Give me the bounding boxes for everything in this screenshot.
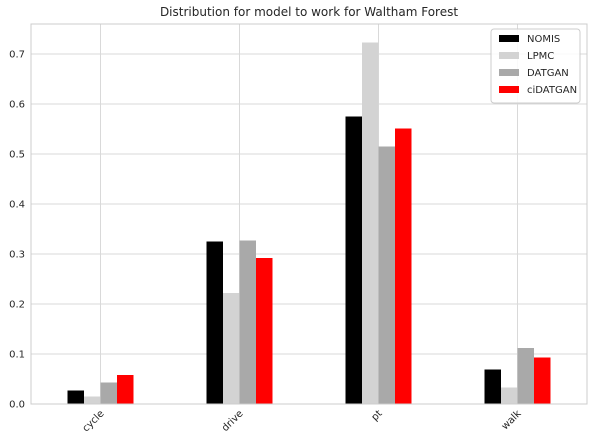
bar-cidatgan-walk — [534, 357, 551, 404]
legend-box — [490, 28, 581, 104]
y-tick-label: 0.5 — [9, 150, 25, 161]
legend-label: ciDATGAN — [527, 85, 577, 96]
y-tick-label: 0.2 — [9, 300, 25, 311]
bar-cidatgan-pt — [395, 128, 412, 404]
bar-nomis-cycle — [67, 390, 84, 404]
legend-swatch — [499, 35, 519, 42]
legend-label: LPMC — [527, 51, 554, 62]
legend-swatch — [499, 52, 519, 59]
bar-cidatgan-drive — [256, 258, 273, 404]
x-tick-label: walk — [500, 408, 524, 432]
x-tick-label: pt — [370, 408, 385, 423]
bar-nomis-walk — [484, 369, 501, 404]
bar-lpmc-pt — [362, 42, 379, 404]
legend-label: NOMIS — [527, 34, 560, 45]
bar-datgan-walk — [517, 348, 534, 404]
legend-swatch — [499, 69, 519, 76]
legend-label: DATGAN — [527, 68, 569, 79]
bars-group — [67, 42, 551, 404]
bar-lpmc-drive — [223, 293, 240, 404]
bar-lpmc-cycle — [84, 396, 101, 404]
chart-title: Distribution for model to work for Walth… — [160, 5, 458, 19]
bar-lpmc-walk — [501, 387, 518, 404]
x-tick-label: cycle — [81, 408, 107, 434]
y-tick-label: 0.4 — [9, 200, 25, 211]
legend-swatch — [499, 86, 519, 93]
legend: NOMIS LPMC DATGAN ciDATGAN — [490, 28, 581, 104]
y-tick-label: 0.1 — [9, 350, 25, 361]
bar-datgan-pt — [378, 146, 395, 404]
bar-cidatgan-cycle — [117, 375, 134, 404]
bar-nomis-drive — [206, 241, 223, 404]
y-tick-label: 0.7 — [9, 50, 25, 61]
bar-nomis-pt — [345, 116, 362, 404]
bar-datgan-drive — [239, 240, 256, 404]
x-tick-label: drive — [220, 408, 246, 434]
plot-frame — [30, 23, 588, 405]
bar-datgan-cycle — [100, 382, 117, 404]
x-axis-ticks: cycle drive pt walk — [81, 408, 524, 434]
y-tick-label: 0.3 — [9, 250, 25, 261]
y-tick-label: 0.6 — [9, 100, 25, 111]
y-tick-label: 0.0 — [9, 400, 25, 411]
y-axis-ticks: 0.0 0.1 0.2 0.3 0.4 0.5 0.6 0.7 — [9, 50, 25, 411]
